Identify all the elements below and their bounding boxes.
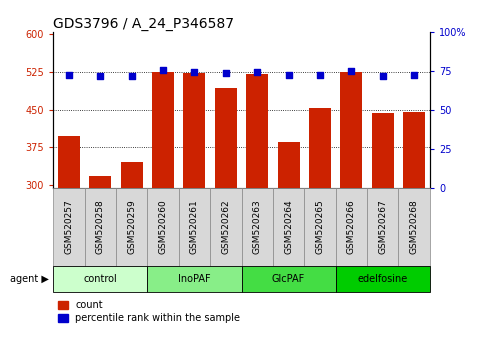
Text: GSM520268: GSM520268 [410, 199, 419, 254]
Bar [242, 266, 336, 292]
Text: agent ▶: agent ▶ [10, 274, 48, 284]
Bar [179, 188, 210, 266]
Bar [309, 108, 331, 188]
Bar [403, 112, 425, 188]
Point [411, 73, 418, 78]
Point [65, 72, 73, 78]
Bar [215, 88, 237, 188]
Point [316, 73, 324, 78]
Point [97, 73, 104, 79]
Text: GSM520257: GSM520257 [64, 199, 73, 254]
Bar [398, 188, 430, 266]
Text: GSM520261: GSM520261 [190, 199, 199, 254]
Text: edelfosine: edelfosine [357, 274, 408, 284]
Bar [304, 188, 336, 266]
Point [379, 73, 387, 79]
Bar [53, 188, 85, 266]
Text: GSM520266: GSM520266 [347, 199, 356, 254]
Point [348, 68, 355, 74]
Bar [336, 266, 430, 292]
Bar [273, 188, 304, 266]
Bar [242, 188, 273, 266]
Text: GSM520267: GSM520267 [378, 199, 387, 254]
Point [159, 67, 167, 73]
Bar [89, 176, 111, 188]
Legend: count, percentile rank within the sample: count, percentile rank within the sample [58, 301, 241, 323]
Bar [121, 162, 142, 188]
Bar [210, 188, 242, 266]
Point [191, 69, 199, 74]
Point [128, 73, 135, 79]
Bar [58, 136, 80, 188]
Bar [147, 188, 179, 266]
Bar [147, 266, 242, 292]
Text: control: control [84, 274, 117, 284]
Bar [367, 188, 398, 266]
Text: GSM520258: GSM520258 [96, 199, 105, 254]
Text: GSM520264: GSM520264 [284, 199, 293, 254]
Point [285, 73, 293, 78]
Text: GSM520262: GSM520262 [221, 199, 230, 254]
Bar [53, 266, 147, 292]
Point [253, 69, 261, 75]
Bar [184, 73, 205, 188]
Text: GSM520263: GSM520263 [253, 199, 262, 254]
Text: GSM520259: GSM520259 [127, 199, 136, 254]
Text: InoPAF: InoPAF [178, 274, 211, 284]
Bar [246, 74, 268, 188]
Bar [116, 188, 147, 266]
Text: GlcPAF: GlcPAF [272, 274, 305, 284]
Text: GDS3796 / A_24_P346587: GDS3796 / A_24_P346587 [53, 17, 234, 31]
Point [222, 70, 230, 76]
Text: GSM520260: GSM520260 [158, 199, 168, 254]
Text: GSM520265: GSM520265 [315, 199, 325, 254]
Bar [336, 188, 367, 266]
Bar [341, 72, 362, 188]
Bar [152, 72, 174, 188]
Bar [278, 142, 299, 188]
Bar [85, 188, 116, 266]
Bar [372, 113, 394, 188]
